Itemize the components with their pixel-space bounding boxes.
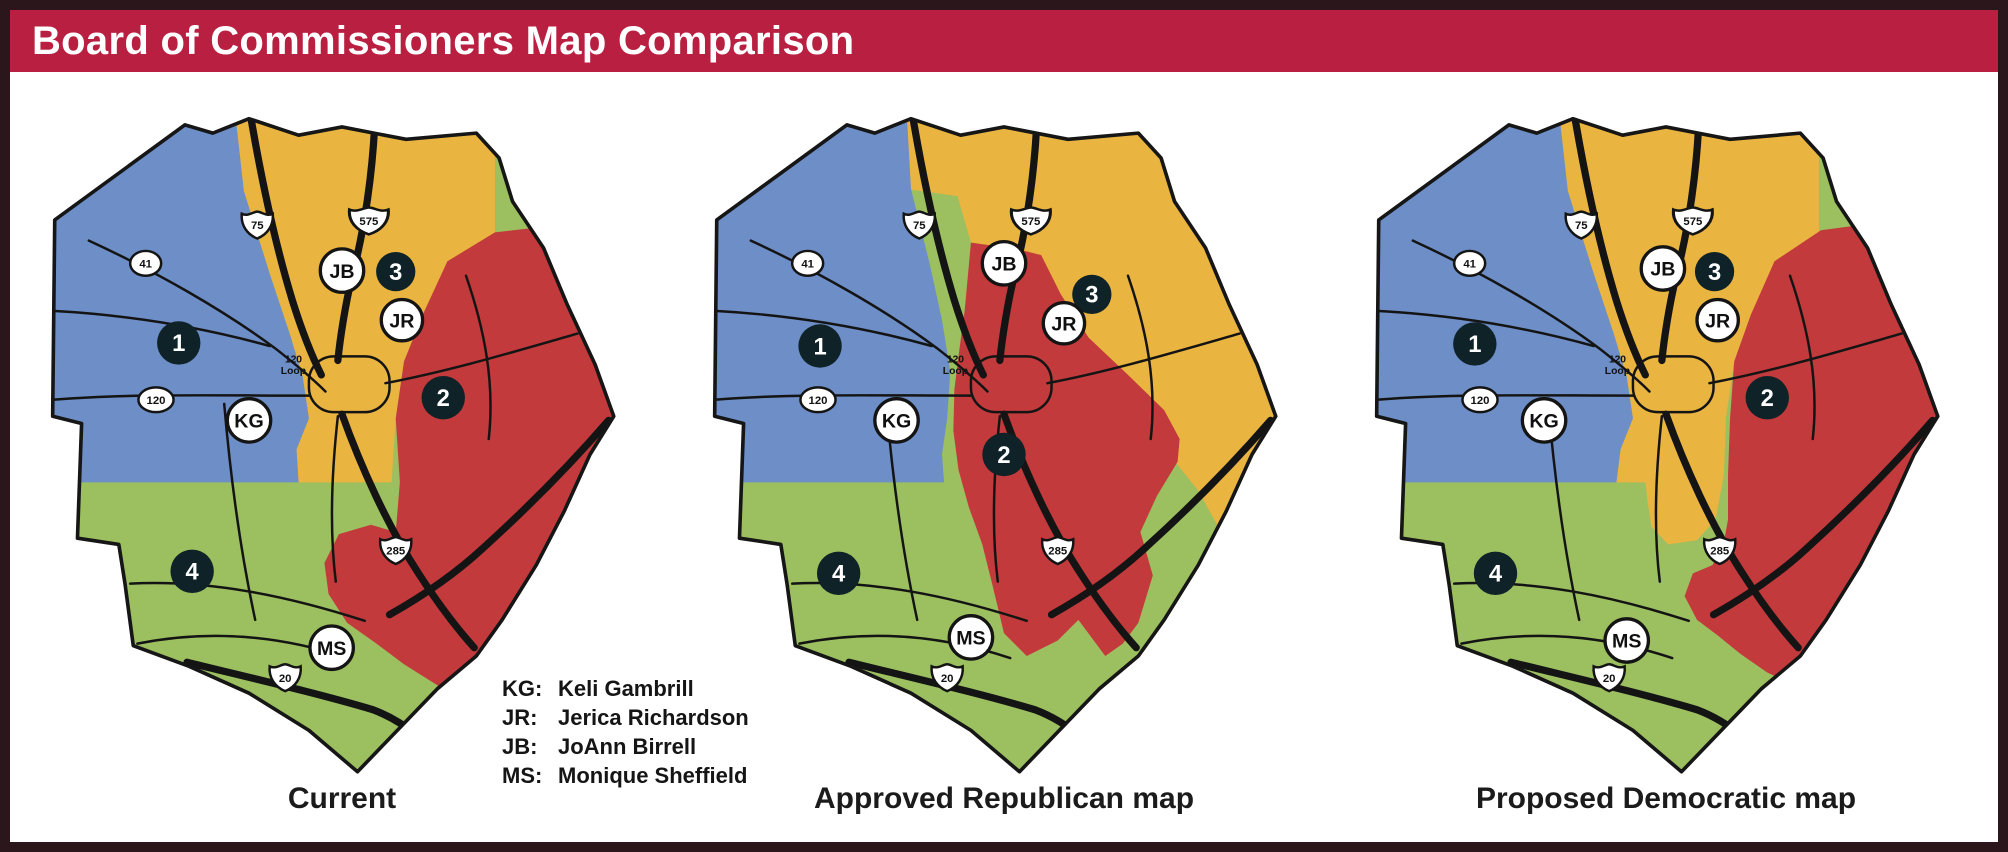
commissioner-kg-badge: KG — [873, 397, 920, 444]
commissioner-jr-badge: JR — [379, 297, 425, 343]
svg-text:3: 3 — [1085, 282, 1098, 309]
svg-text:2: 2 — [437, 385, 450, 412]
commissioner-jr-badge: JR — [1041, 300, 1087, 346]
district-3-badge: 3 — [1072, 274, 1112, 314]
commissioner-ms-badge: MS — [308, 624, 356, 672]
district-2-badge: 2 — [1745, 375, 1789, 420]
svg-text:2: 2 — [1761, 385, 1774, 412]
map-caption-republican: Approved Republican map — [813, 782, 1195, 815]
district-4-badge: 4 — [170, 549, 214, 593]
commissioner-kg-badge: KG — [1520, 397, 1568, 444]
svg-text:JR: JR — [1051, 314, 1076, 336]
legend-abbr: MS: — [502, 763, 543, 788]
district-1-badge: 1 — [1453, 322, 1497, 366]
header-bar: Board of Commissioners Map Comparison — [10, 10, 1998, 72]
map-republican: JB 3 JR 1 KG 2 4 MS — [712, 116, 1278, 774]
district-2-badge: 2 — [982, 432, 1026, 477]
legend-name: JoAnn Birrell — [558, 734, 697, 759]
district-1-region — [714, 118, 951, 483]
svg-text:JB: JB — [329, 261, 354, 283]
badges-layer: JB 3 JR 1 2 KG 4 MS — [157, 247, 465, 672]
legend-row-ms: MS: Monique Sheffield — [502, 761, 749, 790]
legend-name: Jerica Richardson — [558, 705, 749, 730]
svg-text:2: 2 — [997, 442, 1010, 469]
maps-row: JB 3 JR 1 2 KG 4 MS Current — [10, 72, 1998, 816]
map-caption-democratic: Proposed Democratic map — [1475, 782, 1857, 815]
district-1-badge: 1 — [157, 321, 201, 365]
district-1-region — [1376, 118, 1633, 483]
map-panel-democratic: JB 3 JR 1 2 KG 4 MS Proposed Democratic … — [1356, 98, 1976, 816]
legend-abbr: KG: — [502, 676, 543, 701]
svg-text:3: 3 — [1708, 259, 1721, 286]
commissioner-jr-badge: JR — [1695, 297, 1740, 343]
svg-text:MS: MS — [1612, 631, 1641, 653]
district-1-region — [52, 118, 309, 483]
legend-name: Keli Gambrill — [558, 676, 694, 701]
svg-text:MS: MS — [956, 628, 985, 650]
district-4-badge: 4 — [816, 551, 861, 596]
district-4-badge: 4 — [1473, 551, 1518, 596]
svg-text:KG: KG — [1529, 411, 1558, 433]
commissioner-ms-badge: MS — [947, 614, 995, 661]
map-current: JB 3 JR 1 2 KG 4 MS — [50, 116, 616, 774]
map-panel-republican: JB 3 JR 1 KG 2 4 MS Approved Republican … — [694, 98, 1314, 816]
legend-row-jb: JB: JoAnn Birrell — [502, 732, 749, 761]
legend-row-kg: KG: Keli Gambrill — [502, 674, 749, 703]
legend-abbr: JR: — [502, 705, 538, 730]
svg-text:4: 4 — [832, 561, 846, 588]
district-3-region — [233, 118, 495, 483]
commissioner-jb-badge: JB — [980, 239, 1028, 287]
svg-text:1: 1 — [1468, 331, 1481, 358]
svg-text:KG: KG — [234, 411, 263, 433]
map-caption-current: Current — [287, 782, 397, 815]
badges-layer: JB 3 JR 1 2 KG 4 MS — [1453, 245, 1789, 664]
district-2-region — [953, 242, 1180, 656]
svg-text:JR: JR — [1705, 310, 1730, 332]
svg-text:MS: MS — [317, 638, 346, 660]
svg-text:1: 1 — [172, 330, 185, 357]
commissioner-jb-badge: JB — [1639, 245, 1687, 292]
commissioner-kg-badge: KG — [225, 397, 273, 444]
svg-text:1: 1 — [813, 333, 826, 360]
legend-name: Monique Sheffield — [558, 763, 748, 788]
legend-abbr: JB: — [502, 734, 538, 759]
svg-text:KG: KG — [882, 411, 911, 433]
commissioner-legend: KG: Keli Gambrill JR: Jerica Richardson … — [502, 674, 749, 790]
svg-text:4: 4 — [1489, 561, 1503, 588]
district-3-badge: 3 — [376, 251, 416, 292]
svg-text:4: 4 — [186, 559, 200, 586]
map-panel-current: JB 3 JR 1 2 KG 4 MS Current — [32, 98, 652, 816]
district-2-badge: 2 — [421, 375, 465, 420]
district-1-badge: 1 — [798, 324, 842, 368]
svg-text:JB: JB — [1650, 259, 1675, 281]
map-democratic: JB 3 JR 1 2 KG 4 MS — [1374, 116, 1940, 774]
district-3-region — [1557, 118, 1819, 545]
page-title: Board of Commissioners Map Comparison — [32, 18, 855, 63]
commissioner-jb-badge: JB — [318, 247, 366, 294]
legend-row-jr: JR: Jerica Richardson — [502, 703, 749, 732]
badges-layer: JB 3 JR 1 KG 2 4 MS — [798, 239, 1112, 661]
svg-text:3: 3 — [389, 259, 402, 286]
commissioner-ms-badge: MS — [1603, 617, 1651, 664]
district-3-badge: 3 — [1694, 251, 1735, 292]
svg-text:JB: JB — [991, 254, 1016, 276]
svg-text:JR: JR — [389, 310, 414, 332]
